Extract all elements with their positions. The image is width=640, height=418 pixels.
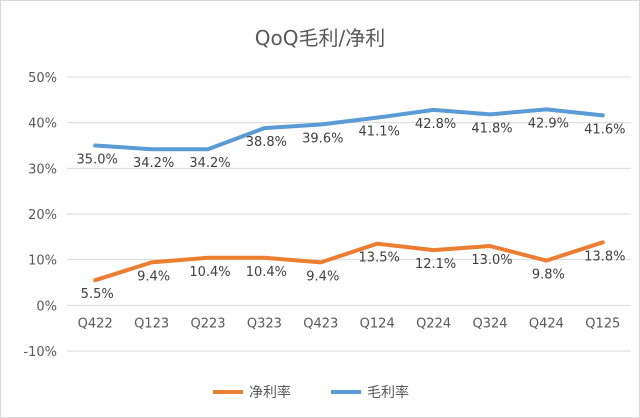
data-label: 9.4%: [306, 269, 339, 284]
data-label: 9.4%: [137, 269, 170, 284]
y-axis-ticks: -10% 0% 10% 20% 30% 40% 50%: [23, 71, 57, 360]
x-tick-label: Q323: [247, 316, 282, 331]
legend-label: 毛利率: [367, 384, 409, 401]
series-line-0: [93, 240, 605, 283]
data-label: 13.5%: [359, 251, 400, 266]
x-tick-label: Q324: [472, 316, 507, 331]
data-label: 9.8%: [532, 268, 565, 283]
y-tick-label: 30%: [28, 162, 57, 177]
x-tick-label: Q124: [360, 316, 395, 331]
data-label: 34.2%: [189, 156, 230, 171]
y-tick-label: 40%: [28, 117, 57, 132]
data-label: 34.2%: [133, 156, 174, 171]
data-label: 10.4%: [189, 265, 230, 280]
y-tick-label: -10%: [23, 345, 57, 360]
x-tick-label: Q125: [585, 316, 620, 331]
x-axis-ticks: Q422 Q123 Q223 Q323 Q423 Q124 Q224 Q324 Q424 Q125: [78, 316, 621, 331]
data-label: 12.1%: [415, 257, 456, 272]
data-label: 5.5%: [81, 287, 114, 302]
y-tick-label: 0%: [36, 299, 57, 314]
x-tick-label: Q423: [303, 316, 338, 331]
data-label: 10.4%: [246, 265, 287, 280]
x-tick-label: Q223: [190, 316, 225, 331]
x-tick-label: Q224: [416, 316, 451, 331]
legend-label: 净利率: [249, 384, 291, 401]
data-label: 35.0%: [77, 153, 118, 168]
data-label: 42.9%: [528, 116, 569, 131]
data-label: 42.8%: [415, 117, 456, 132]
chart-title: QoQ毛利/净利: [255, 26, 385, 50]
x-tick-label: Q422: [78, 316, 113, 331]
x-tick-label: Q424: [529, 316, 564, 331]
x-tick-label: Q123: [134, 316, 169, 331]
data-label: 13.8%: [584, 249, 625, 264]
data-label: 41.1%: [359, 125, 400, 140]
y-tick-label: 50%: [28, 71, 57, 86]
series-lines: [93, 107, 605, 283]
y-tick-label: 10%: [28, 254, 57, 269]
data-label: 13.0%: [471, 253, 512, 268]
legend: 净利率 毛利率: [213, 384, 409, 401]
data-label: 39.6%: [302, 131, 343, 146]
data-labels: 5.5% 9.4% 10.4% 10.4% 9.4% 13.5% 12.1% 13.0% 9.8…: [77, 116, 626, 302]
data-label: 41.8%: [471, 121, 512, 136]
data-label: 41.6%: [584, 122, 625, 137]
y-tick-label: 20%: [28, 208, 57, 223]
data-label: 38.8%: [246, 135, 287, 150]
series-line-1: [93, 107, 605, 152]
